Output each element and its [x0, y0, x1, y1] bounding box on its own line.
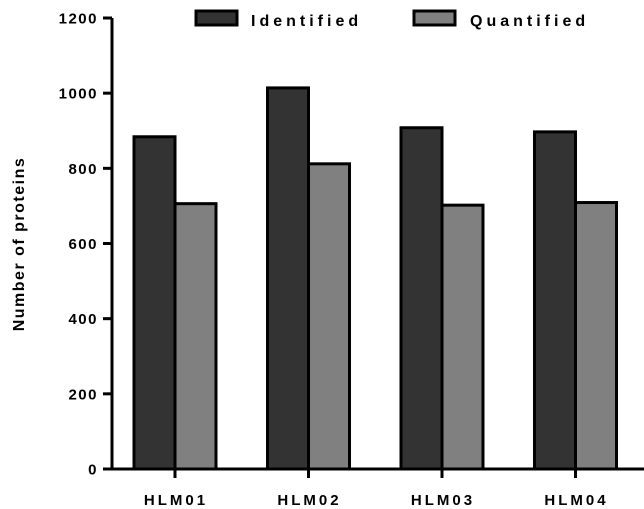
x-tick-label: HLM04 [544, 492, 608, 509]
y-tick-label: 800 [68, 161, 98, 178]
bar-quantified-hlm02 [307, 162, 351, 471]
bar-quantified-hlm04 [574, 201, 618, 471]
legend-swatch-identified [194, 9, 239, 27]
x-tick-label: HLM03 [411, 492, 475, 509]
legend-swatch-quantified [412, 9, 457, 27]
bar-quantified-hlm03 [440, 203, 485, 471]
y-tick-label: 1000 [59, 86, 98, 103]
bars [132, 86, 618, 471]
x-ticks: HLM01 HLM02 HLM03 HLM04 [144, 469, 608, 509]
bar-identified-hlm02 [266, 86, 310, 471]
x-tick-label: HLM01 [144, 492, 208, 509]
y-tick-label: 600 [68, 236, 98, 253]
bar-identified-hlm03 [399, 126, 444, 471]
y-tick-label: 400 [68, 311, 98, 328]
legend-label-quantified: Quantified [470, 13, 589, 30]
bar-quantified-hlm01 [173, 202, 218, 471]
y-ticks: 0 200 400 600 800 1000 1200 [59, 11, 112, 479]
legend-label-identified: Identified [251, 13, 362, 30]
x-tick-label: HLM02 [277, 492, 341, 509]
y-tick-label: 200 [68, 386, 98, 403]
y-tick-label: 0 [88, 462, 98, 479]
legend: Identified Quantified [194, 9, 589, 30]
bar-identified-hlm04 [533, 130, 577, 471]
bar-identified-hlm01 [132, 135, 177, 471]
y-tick-label: 1200 [59, 11, 98, 28]
y-axis-title: Number of proteins [11, 157, 28, 332]
